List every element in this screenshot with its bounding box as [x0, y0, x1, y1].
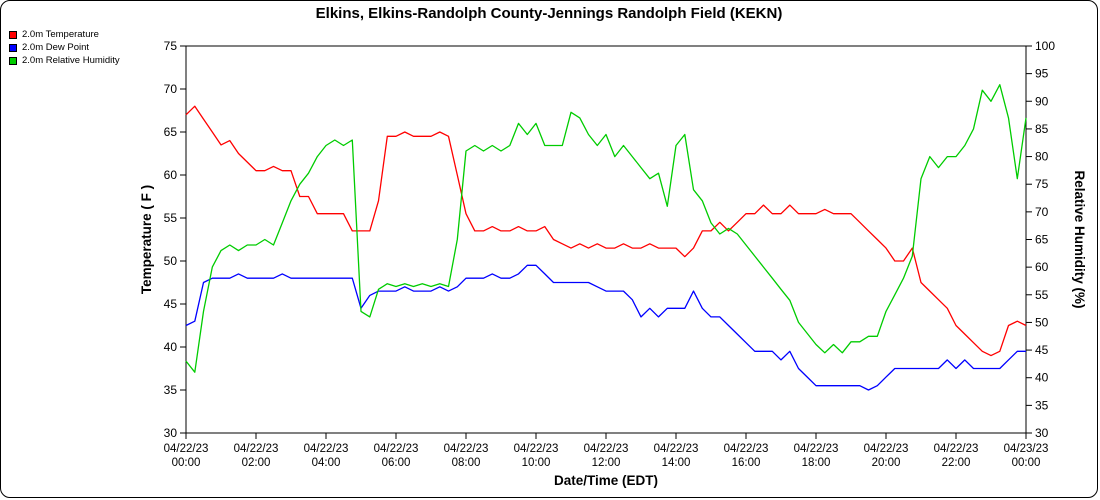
x-tick-date-label: 04/22/23 — [654, 443, 699, 455]
x-tick-date-label: 04/22/23 — [444, 443, 489, 455]
legend-item-relative-humidity: 2.0m Relative Humidity — [9, 54, 120, 67]
legend-label: 2.0m Temperature — [22, 29, 99, 40]
left-tick-label: 75 — [164, 39, 178, 53]
chart-title: Elkins, Elkins-Randolph County-Jennings … — [315, 5, 783, 22]
x-tick-time-label: 08:00 — [452, 457, 481, 469]
right-tick-label: 75 — [1035, 177, 1049, 191]
x-tick-date-label: 04/22/23 — [934, 443, 979, 455]
legend-label: 2.0m Relative Humidity — [22, 55, 120, 66]
x-tick-time-label: 10:00 — [522, 457, 551, 469]
x-tick-time-label: 00:00 — [1012, 457, 1041, 469]
left-tick-label: 35 — [164, 383, 178, 397]
x-tick-date-label: 04/22/23 — [164, 443, 209, 455]
x-tick-time-label: 02:00 — [242, 457, 271, 469]
relative-humidity-line — [185, 84, 1027, 373]
right-axis-title: Relative Humidity (%) — [1072, 170, 1087, 308]
x-tick-time-label: 14:00 — [662, 457, 691, 469]
left-tick-label: 45 — [164, 297, 178, 311]
x-tick-time-label: 12:00 — [592, 457, 621, 469]
legend: 2.0m Temperature 2.0m Dew Point 2.0m Relat… — [9, 28, 120, 67]
x-tick-date-label: 04/22/23 — [304, 443, 349, 455]
x-tick-date-label: 04/22/23 — [724, 443, 769, 455]
right-tick-label: 35 — [1035, 398, 1049, 412]
x-tick-time-label: 20:00 — [872, 457, 901, 469]
dew-point-legend-swatch — [9, 43, 17, 52]
right-tick-label: 70 — [1035, 205, 1049, 219]
x-tick-date-label: 04/23/23 — [1004, 443, 1049, 455]
right-tick-label: 50 — [1035, 315, 1049, 329]
right-tick-label: 60 — [1035, 260, 1049, 274]
x-tick-date-label: 04/22/23 — [794, 443, 839, 455]
right-tick-label: 85 — [1035, 122, 1049, 136]
x-tick-time-label: 22:00 — [942, 457, 971, 469]
x-tick-time-label: 18:00 — [802, 457, 831, 469]
temperature-line — [185, 105, 1027, 357]
x-tick-time-label: 16:00 — [732, 457, 761, 469]
left-tick-label: 50 — [164, 254, 178, 268]
x-tick-time-label: 04:00 — [312, 457, 341, 469]
left-tick-label: 30 — [164, 426, 178, 440]
left-tick-label: 65 — [164, 125, 178, 139]
right-tick-label: 40 — [1035, 371, 1049, 385]
left-axis-title: Temperature ( F ) — [139, 185, 154, 294]
x-tick-date-label: 04/22/23 — [234, 443, 279, 455]
left-tick-label: 40 — [164, 340, 178, 354]
x-tick-date-label: 04/22/23 — [514, 443, 559, 455]
left-tick-label: 70 — [164, 82, 178, 96]
x-tick-date-label: 04/22/23 — [584, 443, 629, 455]
right-tick-label: 55 — [1035, 288, 1049, 302]
temperature-legend-swatch — [9, 30, 17, 39]
x-axis-title: Date/Time (EDT) — [554, 473, 658, 488]
x-tick-date-label: 04/22/23 — [864, 443, 909, 455]
dew-point-line — [185, 264, 1026, 391]
right-tick-label: 95 — [1035, 67, 1049, 81]
right-tick-label: 100 — [1035, 39, 1055, 53]
left-tick-label: 60 — [164, 168, 178, 182]
legend-item-temperature: 2.0m Temperature — [9, 28, 120, 41]
relative-humidity-legend-swatch — [9, 56, 17, 65]
right-tick-label: 90 — [1035, 94, 1049, 108]
right-tick-label: 30 — [1035, 426, 1049, 440]
x-tick-date-label: 04/22/23 — [374, 443, 419, 455]
x-tick-time-label: 06:00 — [382, 457, 411, 469]
legend-label: 2.0m Dew Point — [22, 42, 90, 53]
x-tick-time-label: 00:00 — [172, 457, 201, 469]
plot-frame — [185, 45, 1027, 434]
right-tick-label: 80 — [1035, 150, 1049, 164]
left-tick-label: 55 — [164, 211, 178, 225]
legend-item-dew-point: 2.0m Dew Point — [9, 41, 120, 54]
right-tick-label: 65 — [1035, 233, 1049, 247]
right-tick-label: 45 — [1035, 343, 1049, 357]
